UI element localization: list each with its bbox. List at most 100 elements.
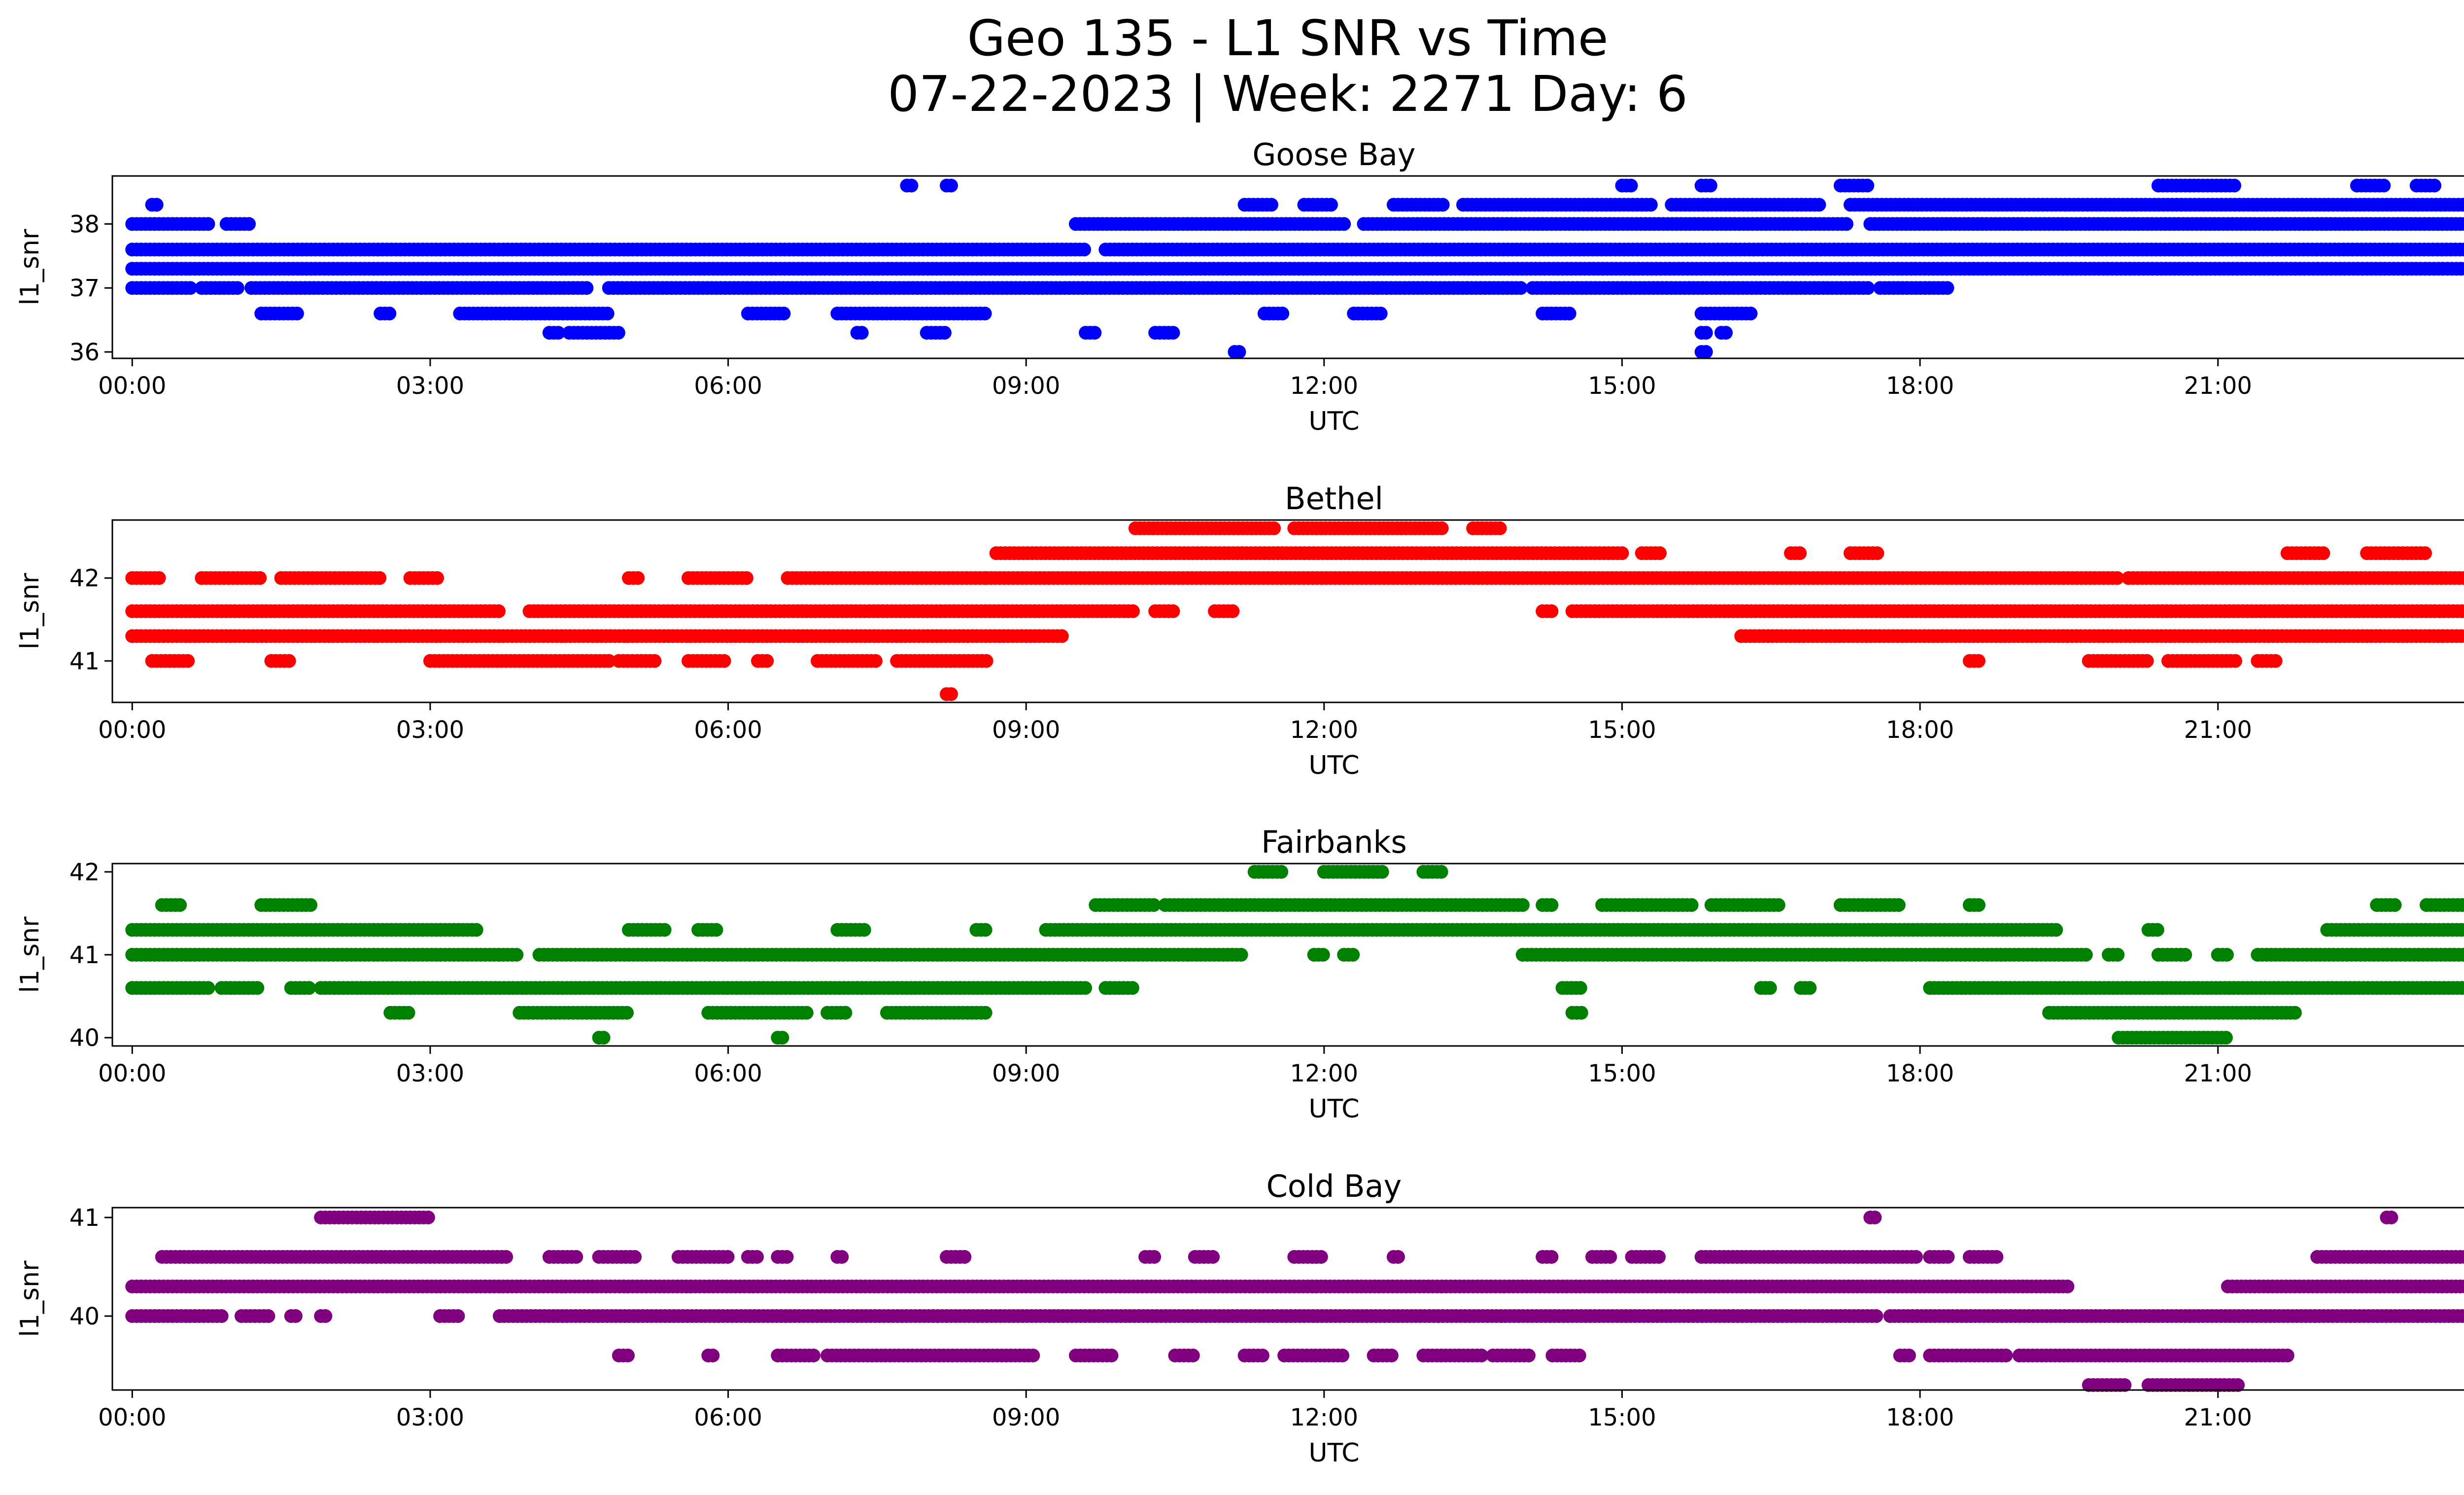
data-point: [1744, 307, 1758, 321]
data-point: [2377, 178, 2391, 193]
subplot-title: Goose Bay: [1252, 137, 1415, 173]
data-point: [739, 571, 753, 585]
data-point: [978, 307, 992, 321]
data-point: [2462, 244, 2464, 255]
data-point: [1055, 629, 1069, 643]
data-point: [1166, 326, 1180, 340]
data-point: [1088, 326, 1102, 340]
x-tick-label: 18:00: [1886, 372, 1954, 400]
series-points: [125, 865, 2464, 1045]
data-point: [1562, 307, 1576, 321]
data-point: [2463, 265, 2464, 273]
data-point: [760, 654, 774, 668]
data-point: [611, 326, 625, 340]
data-point: [978, 923, 992, 937]
data-point: [1803, 981, 1817, 995]
data-point: [1812, 198, 1826, 212]
subplot-1: 00:00 03:00 06:00 09:00 12:00 15:00 18:00 21:00…: [15, 137, 2464, 436]
data-point: [1493, 521, 1507, 535]
data-point: [1615, 546, 1629, 560]
data-point: [937, 326, 952, 340]
data-point: [1860, 178, 1875, 193]
data-point: [469, 923, 483, 937]
data-point: [290, 307, 304, 321]
y-tick-label: 36: [69, 339, 100, 366]
x-tick-label: 00:00: [98, 372, 166, 400]
x-tick-label: 09:00: [992, 716, 1060, 744]
x-tick-label: 12:00: [1290, 716, 1358, 744]
data-point: [1436, 198, 1450, 212]
subplot-3: 00:00 03:00 06:00 09:00 12:00 15:00 18:00 21:00…: [15, 824, 2464, 1124]
data-point: [230, 281, 244, 295]
data-point: [1077, 243, 1092, 257]
data-point: [183, 281, 198, 295]
data-point: [201, 217, 215, 231]
data-point: [1699, 345, 1713, 359]
data-point: [1265, 198, 1278, 212]
data-point: [1699, 326, 1713, 340]
data-point: [1125, 981, 1139, 995]
data-point: [1793, 546, 1807, 560]
data-point: [1972, 654, 1985, 668]
data-point: [382, 307, 397, 321]
data-point: [492, 604, 506, 618]
data-point: [250, 981, 265, 995]
data-point: [1513, 281, 1528, 295]
y-axis-label: l1_snr: [15, 229, 45, 306]
series-points: [125, 178, 2464, 359]
data-point: [2457, 243, 2464, 257]
y-tick-label: 42: [69, 565, 100, 592]
figure-subtitle: 07-22-2023 | Week: 2271 Day: 6: [888, 65, 1688, 123]
data-point: [2178, 948, 2192, 962]
data-point: [1226, 604, 1240, 618]
data-point: [1840, 217, 1853, 231]
data-point: [1861, 281, 1875, 295]
data-point: [152, 571, 166, 585]
data-point: [253, 571, 267, 585]
data-point: [149, 198, 164, 212]
data-point: [242, 217, 256, 231]
data-point: [855, 326, 869, 340]
data-point: [1624, 178, 1638, 193]
data-point: [2316, 546, 2330, 560]
data-point: [777, 307, 791, 321]
x-tick-label: 18:00: [1886, 716, 1954, 744]
data-point: [2111, 948, 2125, 962]
data-point: [1234, 948, 1248, 962]
subplot-2: 00:00 03:00 06:00 09:00 12:00 15:00 18:00 21:00…: [15, 481, 2464, 780]
data-point: [2227, 178, 2241, 193]
data-point: [430, 571, 445, 585]
data-point: [600, 307, 615, 321]
data-point: [2418, 546, 2432, 560]
data-point: [181, 654, 195, 668]
data-point: [1166, 604, 1180, 618]
data-point: [1346, 948, 1360, 962]
data-point: [979, 654, 993, 668]
data-point: [717, 654, 731, 668]
data-point: [1653, 546, 1667, 560]
x-tick-label: 00:00: [98, 716, 166, 744]
x-tick-label: 09:00: [992, 372, 1060, 400]
x-axis-label: UTC: [1308, 751, 1359, 780]
data-point: [1324, 198, 1338, 212]
data-point: [2458, 262, 2464, 276]
data-point: [1232, 345, 1246, 359]
data-point: [631, 571, 645, 585]
data-point: [1719, 326, 1733, 340]
subplot-title: Bethel: [1285, 481, 1383, 517]
data-point: [944, 178, 958, 193]
x-tick-label: 15:00: [1588, 716, 1656, 744]
data-point: [1316, 948, 1330, 962]
data-point: [904, 178, 919, 193]
data-point: [302, 981, 316, 995]
data-point: [1703, 178, 1717, 193]
y-axis-label: l1_snr: [15, 573, 45, 650]
data-point: [1267, 521, 1281, 535]
data-point: [1940, 281, 1954, 295]
y-tick-label: 41: [69, 648, 100, 675]
data-point: [373, 571, 387, 585]
data-point: [2079, 948, 2093, 962]
data-point: [1126, 604, 1140, 618]
data-point: [201, 981, 215, 995]
